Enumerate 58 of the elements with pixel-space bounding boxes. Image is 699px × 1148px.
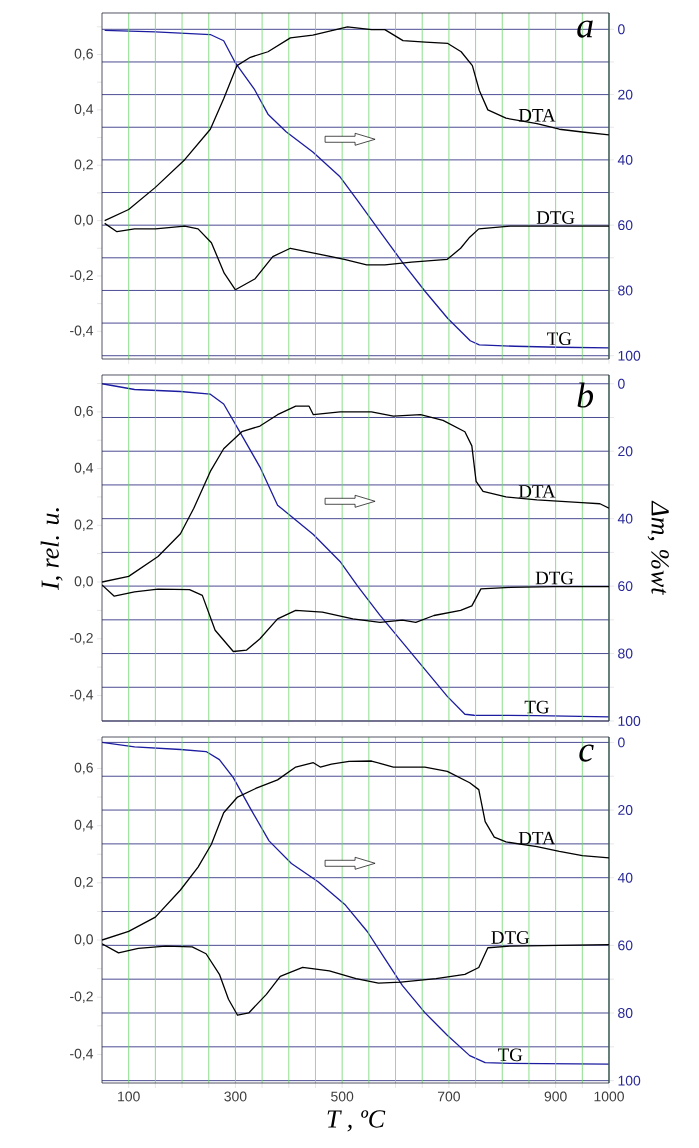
y-tick-label: 0,0 — [74, 214, 93, 227]
series-label: DTA — [518, 831, 556, 845]
line-series — [102, 741, 609, 1065]
series-label: TG — [524, 700, 549, 714]
y2-tick-label: 100 — [618, 350, 641, 361]
y2-tick-label: 80 — [618, 648, 633, 659]
y-tick-label: 0,2 — [74, 877, 93, 889]
y-tick-label: 0,6 — [74, 406, 93, 418]
y2-axis-title: Δm, %wt — [647, 500, 669, 595]
y-tick-label: -0,4 — [70, 325, 94, 338]
y2-tick-label: 40 — [617, 513, 633, 524]
y2-tick-label: 20 — [618, 446, 633, 457]
y-tick-label: 0,4 — [74, 104, 94, 116]
chart-title: c — [579, 744, 594, 762]
y2-tick-label: 60 — [618, 940, 633, 951]
y2-tick-label: 0 — [618, 24, 625, 35]
x-tick-label: 1000 — [594, 1091, 624, 1102]
series-label: DTG — [535, 571, 574, 585]
series-label: DTG — [491, 931, 530, 944]
x-tick-label: 500 — [331, 1091, 354, 1102]
y-tick-label: -0,4 — [70, 1048, 94, 1061]
y2-tick-label: 60 — [618, 581, 633, 592]
y2-tick-label: 40 — [617, 154, 633, 165]
y2-tick-label: 100 — [618, 1075, 641, 1086]
y2-tick-label: 0 — [618, 737, 625, 748]
y2-tick-label: 40 — [617, 872, 633, 883]
series-label: TG — [547, 332, 572, 346]
y-tick-label: 0,2 — [74, 159, 93, 171]
y-tick-label: -0,4 — [70, 689, 94, 702]
y-tick-label: -0,2 — [70, 632, 93, 645]
y-tick-label: 0,0 — [74, 934, 93, 946]
x-tick-label: 100 — [118, 1091, 140, 1102]
y2-tick-label: 20 — [618, 805, 633, 815]
x-tick-label: 900 — [544, 1091, 567, 1102]
chart-title: b — [577, 382, 594, 408]
y-axis-title: I, rel. u. — [40, 508, 63, 591]
series-label: DTG — [536, 211, 575, 224]
y2-tick-label: 60 — [618, 220, 633, 231]
x-tick-label: 700 — [437, 1091, 460, 1102]
series-label: TG — [497, 1048, 523, 1062]
y2-tick-label: 100 — [618, 716, 641, 726]
y-tick-label: 0,0 — [74, 576, 93, 588]
y-tick-label: 0,4 — [74, 819, 94, 832]
y2-tick-label: 80 — [618, 285, 633, 296]
y-tick-label: 0,4 — [74, 462, 94, 475]
y-tick-label: 0,6 — [74, 48, 93, 61]
line-series — [102, 943, 609, 1016]
y-tick-label: 0,6 — [74, 762, 93, 775]
y-tick-label: 0,2 — [74, 519, 93, 532]
y-tick-label: -0,2 — [70, 991, 93, 1003]
series-label: DTA — [518, 109, 556, 122]
series-label: DTA — [518, 485, 556, 498]
y2-tick-label: 20 — [618, 89, 633, 100]
x-axis-title: T , ºC — [327, 1110, 386, 1132]
y2-tick-label: 80 — [618, 1008, 633, 1018]
x-tick-label: 300 — [224, 1091, 247, 1102]
y2-tick-label: 0 — [618, 378, 625, 389]
y-tick-label: -0,2 — [70, 270, 93, 282]
